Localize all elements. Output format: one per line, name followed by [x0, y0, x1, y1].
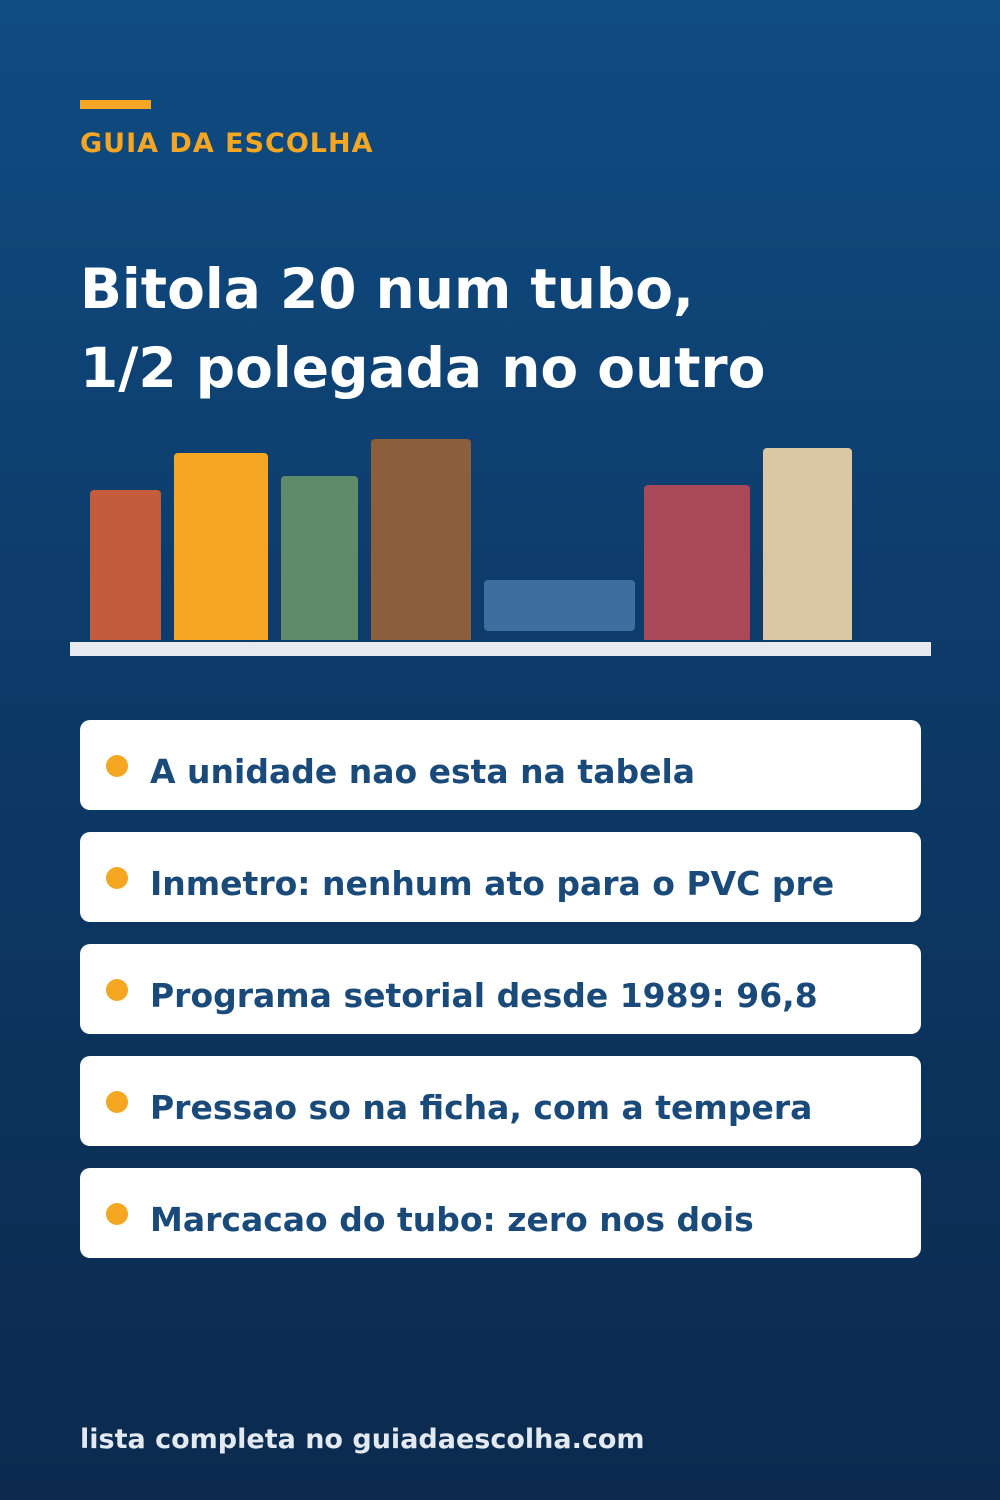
bullet-dot — [106, 867, 128, 889]
fact-text: A unidade nao esta na tabela — [150, 752, 696, 791]
footer-link-text: lista completa no guiadaescolha.com — [80, 1424, 645, 1455]
title-line-1: Bitola 20 num tubo, — [80, 257, 694, 321]
book-5-lying — [484, 580, 635, 631]
page-title: Bitola 20 num tubo, 1/2 polegada no outr… — [80, 250, 765, 408]
fact-text: Pressao so na ficha, com a tempera — [150, 1088, 813, 1127]
bullet-dot — [106, 755, 128, 777]
bullet-dot — [106, 1091, 128, 1113]
fact-card: Programa setorial desde 1989: 96,8 — [80, 944, 921, 1034]
brand-label: GUIA DA ESCOLHA — [80, 128, 374, 159]
book-2 — [174, 453, 268, 640]
fact-text: Marcacao do tubo: zero nos dois — [150, 1200, 754, 1239]
book-7 — [763, 448, 852, 640]
title-line-2: 1/2 polegada no outro — [80, 336, 766, 400]
bullet-dot — [106, 1203, 128, 1225]
book-6 — [644, 485, 750, 640]
fact-card: Inmetro: nenhum ato para o PVC pre — [80, 832, 921, 922]
fact-card: A unidade nao esta na tabela — [80, 720, 921, 810]
fact-card: Marcacao do tubo: zero nos dois — [80, 1168, 921, 1258]
fact-text: Programa setorial desde 1989: 96,8 — [150, 976, 818, 1015]
bullet-dot — [106, 979, 128, 1001]
fact-card: Pressao so na ficha, com a tempera — [80, 1056, 921, 1146]
fact-list: A unidade nao esta na tabela Inmetro: ne… — [80, 720, 921, 1280]
book-1 — [90, 490, 161, 640]
accent-bar — [80, 100, 151, 109]
book-3 — [281, 476, 358, 640]
book-4 — [371, 439, 471, 640]
fact-text: Inmetro: nenhum ato para o PVC pre — [150, 864, 835, 903]
shelf-board — [70, 642, 931, 656]
